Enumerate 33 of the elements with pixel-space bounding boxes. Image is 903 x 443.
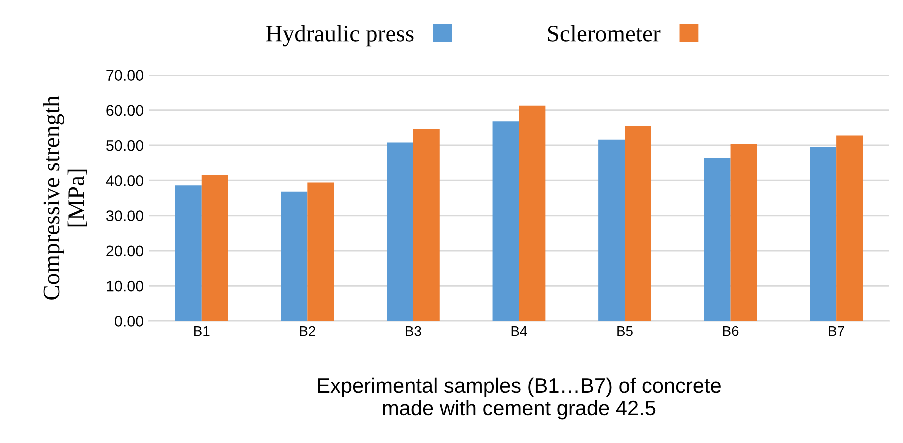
bar bbox=[810, 147, 837, 322]
y-axis-title: Compressive strength [MPa] bbox=[43, 96, 88, 300]
legend-label: Hydraulic press bbox=[266, 25, 414, 47]
x-tick-label: B1 bbox=[194, 326, 210, 336]
bar bbox=[836, 136, 864, 322]
bar bbox=[308, 182, 334, 322]
legend-label: Sclerometer bbox=[548, 25, 661, 42]
bar bbox=[730, 144, 758, 322]
y-tick-label: 60.00 bbox=[106, 105, 144, 116]
bar bbox=[175, 186, 202, 322]
y-tick-label: 30.00 bbox=[106, 210, 144, 222]
bar bbox=[281, 192, 308, 322]
y-tick-label: 10.00 bbox=[107, 280, 144, 292]
bar bbox=[625, 126, 652, 322]
bar bbox=[492, 122, 520, 322]
bar bbox=[704, 158, 731, 322]
x-tick-label: B4 bbox=[512, 326, 528, 336]
y-tick-label: 70.00 bbox=[106, 70, 144, 81]
x-tick-label: B2 bbox=[300, 326, 316, 336]
bar bbox=[387, 142, 414, 322]
bar bbox=[413, 129, 440, 322]
y-tick-label: 0.00 bbox=[115, 316, 144, 327]
y-tick-label: 20.00 bbox=[106, 246, 144, 257]
x-tick-label: B6 bbox=[723, 326, 739, 336]
y-tick-label: 40.00 bbox=[106, 176, 144, 186]
bar bbox=[598, 140, 626, 322]
bar bbox=[519, 106, 546, 322]
x-tick-label: B5 bbox=[618, 326, 633, 336]
bar bbox=[202, 175, 228, 322]
x-tick-label: B7 bbox=[829, 326, 844, 336]
x-axis-title: Experimental samples (B1…B7) of concrete made with cement grade 42.5 bbox=[318, 378, 721, 420]
x-tick-label: B3 bbox=[406, 326, 422, 336]
y-tick-label: 50.00 bbox=[106, 140, 144, 152]
